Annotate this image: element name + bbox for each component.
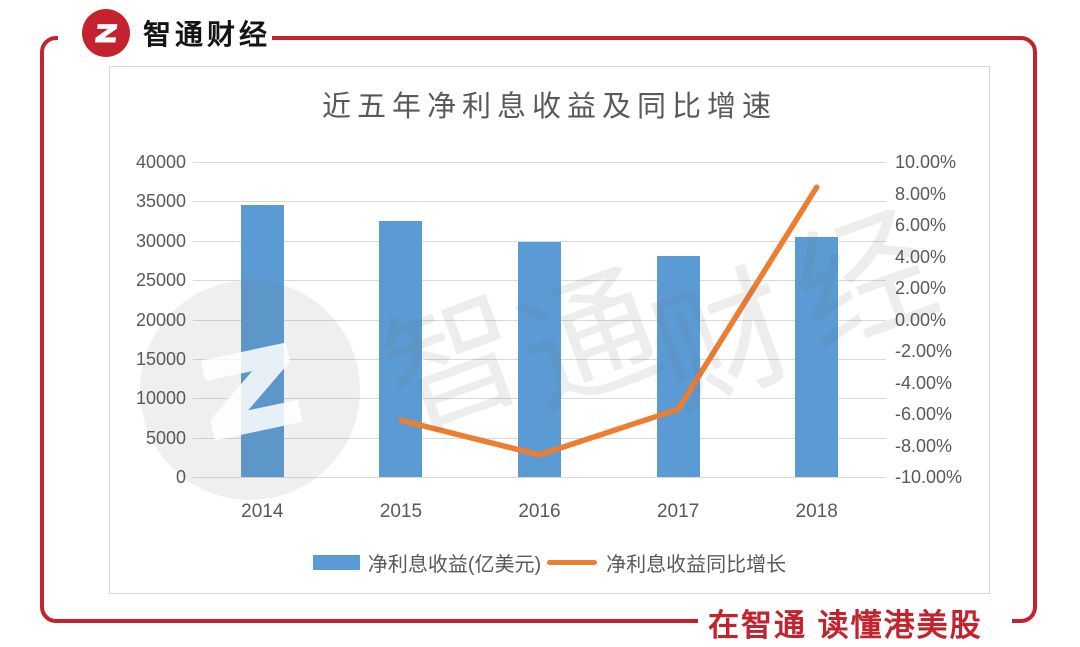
bar-2015 (379, 220, 423, 477)
x-axis-tick-label: 2015 (379, 501, 423, 522)
bar-2017 (656, 255, 700, 477)
right-axis-tick-label: 2.00% (895, 278, 947, 298)
x-axis-tick-label: 2014 (241, 501, 284, 522)
gridline (193, 477, 886, 478)
bar-2016 (518, 241, 561, 477)
legend-bar-label: 净利息收益(亿美元) (367, 553, 542, 576)
x-axis-tick-label: 2018 (795, 501, 838, 522)
brand-slogan: 在智通 读懂港美股 (708, 608, 983, 643)
gridline (193, 240, 886, 242)
right-axis-tick-label: -6.00% (895, 404, 953, 424)
legend-bar-swatch (312, 554, 360, 570)
gridline (193, 201, 886, 203)
right-axis-tick-label: 0.00% (895, 309, 947, 330)
left-axis-tick-label: 30000 (135, 230, 186, 251)
brand-logo: 智通财经 (82, 9, 271, 57)
right-axis-tick-label: 6.00% (895, 215, 947, 235)
right-axis-tick-label: 10.00% (895, 152, 957, 172)
growth-line-svg (398, 184, 820, 458)
brand-frame-border (40, 36, 1037, 623)
zhitong-logo-icon (82, 9, 130, 57)
x-axis-tick-label: 2017 (656, 501, 700, 522)
bar-2018 (795, 236, 839, 477)
growth-line (398, 184, 820, 458)
gridline (193, 162, 886, 163)
frame-gap-bottom (698, 613, 1012, 631)
left-axis-tick-label: 15000 (135, 348, 186, 369)
right-axis-tick-label: -4.00% (895, 372, 953, 393)
left-axis-tick-label: 5000 (145, 427, 186, 448)
left-axis-tick-label: 25000 (135, 270, 186, 291)
left-axis-tick-label: 10000 (135, 388, 186, 409)
right-axis-tick-label: -8.00% (895, 435, 953, 456)
left-axis-tick-label: 0 (175, 467, 186, 487)
chart-legend: 净利息收益(亿美元) 净利息收益同比增长 (109, 549, 990, 576)
stylized-z-icon (95, 24, 118, 43)
right-axis-tick-label: 8.00% (895, 183, 947, 204)
right-axis-tick-label: 4.00% (895, 246, 947, 267)
chart-title: 近五年净利息收益及同比增速 (321, 91, 777, 123)
right-axis-tick-label: -2.00% (895, 341, 953, 361)
left-axis-tick-label: 35000 (135, 191, 186, 212)
legend-line-swatch (547, 559, 598, 565)
plot-area (193, 162, 886, 478)
right-axis-tick-label: -10.00% (895, 467, 963, 487)
left-axis-tick-label: 20000 (135, 309, 186, 330)
legend-line-label: 净利息收益同比增长 (606, 553, 787, 576)
brand-name: 智通财经 (143, 19, 272, 50)
x-axis-tick-label: 2016 (518, 501, 561, 522)
left-axis-tick-label: 40000 (135, 152, 186, 172)
